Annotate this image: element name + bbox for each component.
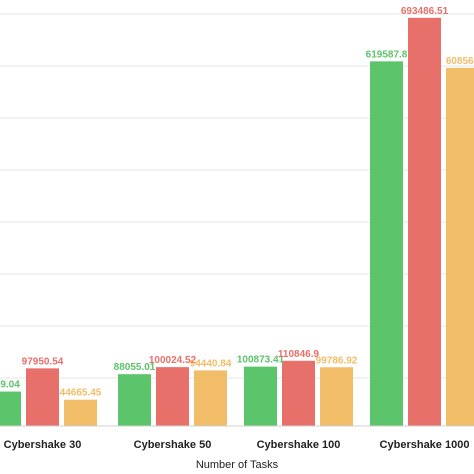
x-axis-title: Number of Tasks (196, 459, 279, 471)
bar (118, 374, 151, 426)
data-label: 97950.54 (22, 356, 64, 367)
bar (0, 391, 21, 426)
bar (282, 360, 315, 426)
bar (408, 17, 441, 427)
data-label: 619587.8 (366, 49, 408, 60)
bar (194, 370, 227, 426)
data-label: 693486.51 (401, 6, 449, 17)
bar (156, 367, 189, 426)
data-labels: 509.0497950.5444665.4588055.01100024.529… (0, 6, 474, 399)
data-label: 100024.52 (149, 355, 197, 366)
x-tick-label: Cybershake 50 (134, 439, 212, 451)
x-tick-label: Cybershake 30 (4, 439, 82, 451)
data-label: 100873.41 (237, 355, 285, 366)
bars (0, 17, 474, 427)
grid-lines (0, 13, 474, 379)
data-label: 608563 (446, 56, 474, 67)
bar (320, 367, 353, 426)
data-label: 509.04 (0, 380, 20, 391)
data-label: 99786.92 (316, 355, 358, 366)
bar (370, 61, 403, 427)
data-label: 44665.45 (60, 388, 102, 399)
x-tick-label: Cybershake 100 (257, 439, 341, 451)
bar (26, 368, 59, 426)
data-label: 110846.9 (278, 349, 320, 360)
data-label: 94440.84 (190, 358, 232, 369)
bar (446, 67, 474, 427)
x-tick-labels: Cybershake 30 Cybershake 50 Cybershake 100… (4, 439, 470, 451)
bar (64, 399, 97, 426)
data-label: 88055.01 (114, 362, 156, 373)
x-tick-label: Cybershake 1000 (380, 439, 470, 451)
bar (244, 366, 277, 426)
